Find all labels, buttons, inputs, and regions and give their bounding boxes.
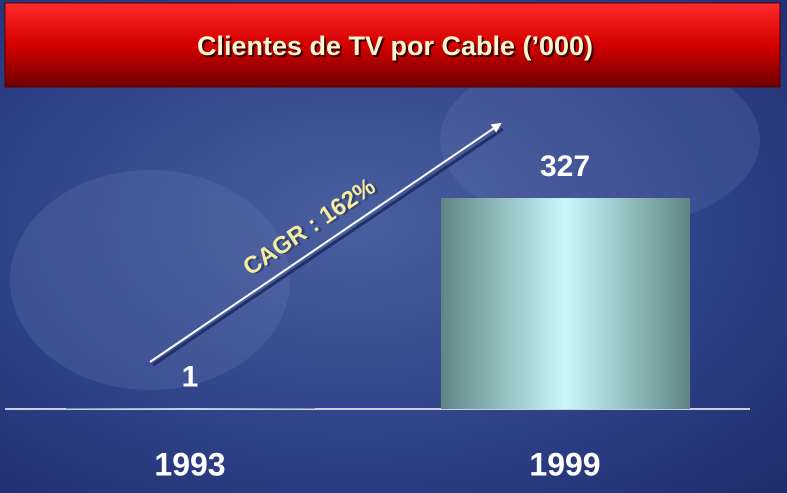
- value-label: 327: [540, 150, 590, 183]
- texture: [10, 170, 290, 390]
- chart-title: Clientes de TV por Cable (’000): [197, 31, 593, 61]
- x-tick-label: 1999: [529, 446, 600, 482]
- bar: [441, 198, 690, 409]
- value-label: 1: [182, 360, 199, 393]
- chart: Clientes de TV por Cable (’000) Clientes…: [0, 0, 787, 493]
- bar: [66, 408, 315, 409]
- x-tick-label: 1993: [154, 446, 225, 482]
